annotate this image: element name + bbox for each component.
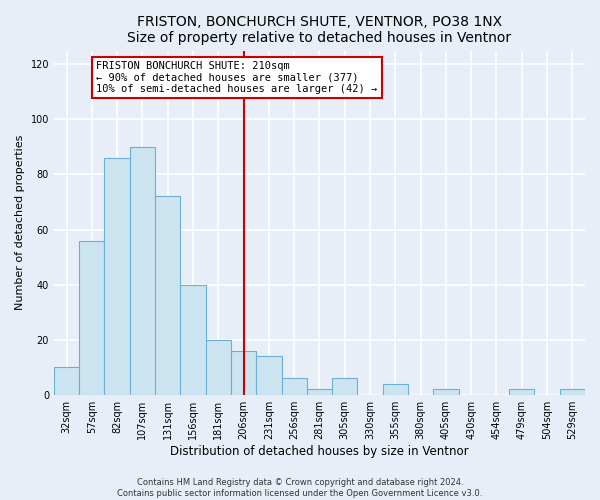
X-axis label: Distribution of detached houses by size in Ventnor: Distribution of detached houses by size … bbox=[170, 444, 469, 458]
Bar bbox=[560, 389, 585, 394]
Y-axis label: Number of detached properties: Number of detached properties bbox=[15, 135, 25, 310]
Bar bbox=[281, 378, 307, 394]
Bar bbox=[181, 284, 206, 395]
Bar bbox=[307, 389, 332, 394]
Bar bbox=[54, 367, 79, 394]
Text: FRISTON BONCHURCH SHUTE: 210sqm
← 90% of detached houses are smaller (377)
10% o: FRISTON BONCHURCH SHUTE: 210sqm ← 90% of… bbox=[97, 61, 377, 94]
Bar bbox=[231, 350, 256, 395]
Bar bbox=[104, 158, 130, 394]
Bar bbox=[383, 384, 408, 394]
Bar bbox=[79, 240, 104, 394]
Bar bbox=[155, 196, 181, 394]
Bar bbox=[433, 389, 458, 394]
Bar bbox=[509, 389, 535, 394]
Title: FRISTON, BONCHURCH SHUTE, VENTNOR, PO38 1NX
Size of property relative to detache: FRISTON, BONCHURCH SHUTE, VENTNOR, PO38 … bbox=[127, 15, 512, 45]
Bar bbox=[206, 340, 231, 394]
Bar bbox=[130, 147, 155, 394]
Bar bbox=[256, 356, 281, 395]
Bar bbox=[332, 378, 358, 394]
Text: Contains HM Land Registry data © Crown copyright and database right 2024.
Contai: Contains HM Land Registry data © Crown c… bbox=[118, 478, 482, 498]
